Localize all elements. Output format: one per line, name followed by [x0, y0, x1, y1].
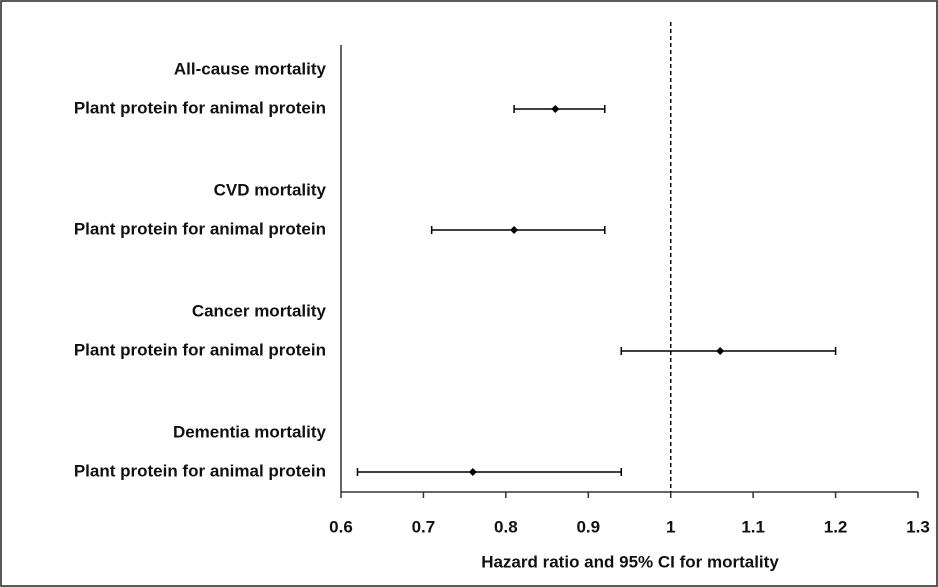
group-heading: Cancer mortality — [192, 301, 327, 320]
point-estimate — [551, 105, 560, 113]
x-tick-label: 0.6 — [329, 517, 353, 536]
x-tick-label: 1.3 — [906, 517, 930, 536]
x-tick-label: 1.1 — [741, 517, 765, 536]
x-axis-label: Hazard ratio and 95% CI for mortality — [481, 552, 779, 571]
point-estimate — [716, 347, 725, 355]
x-tick-label: 0.9 — [576, 517, 600, 536]
x-tick-label: 0.7 — [412, 517, 436, 536]
row-label: Plant protein for animal protein — [74, 219, 326, 238]
x-tick-label: 1.2 — [824, 517, 848, 536]
group-heading: Dementia mortality — [173, 422, 327, 441]
point-estimate — [468, 468, 477, 476]
row-label: Plant protein for animal protein — [74, 98, 326, 117]
group-heading: CVD mortality — [214, 180, 327, 199]
group-heading: All-cause mortality — [174, 59, 327, 78]
point-estimate — [510, 226, 519, 234]
x-tick-label: 1 — [666, 517, 675, 536]
row-label: Plant protein for animal protein — [74, 461, 326, 480]
row-label: Plant protein for animal protein — [74, 340, 326, 359]
x-tick-label: 0.8 — [494, 517, 518, 536]
